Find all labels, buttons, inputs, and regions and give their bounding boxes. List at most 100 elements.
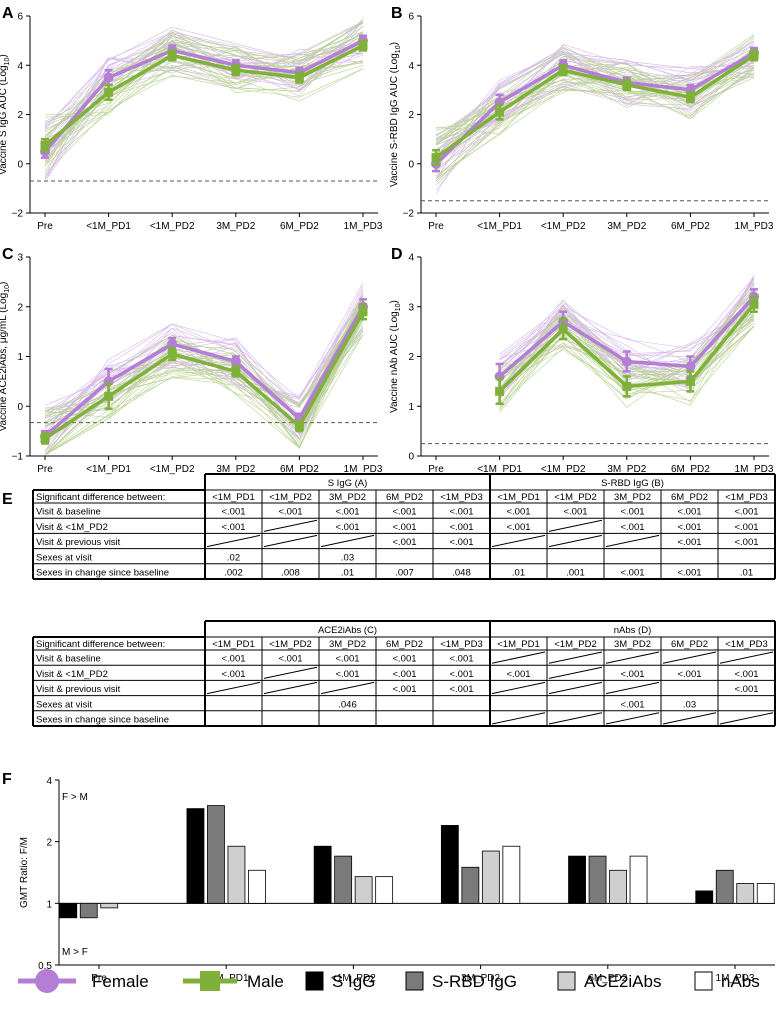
not-applicable-slash [605,651,660,664]
panel-e-tables: E S IgG (A) <1M_PD1 <1M_PD2 3M_PD2 6M_PD2 <1M_… [2,473,776,727]
bar-s-igg [440,825,459,904]
bar-ace2iabs [354,876,373,904]
table-row-label: Sexes in change since baseline [36,715,169,726]
not-applicable-slash [548,666,603,679]
mean-line-female [43,39,364,153]
p-value-cell: <.001 [620,568,644,579]
not-applicable-slash [320,534,375,548]
table-column-header: 3M_PD2 [329,639,366,650]
y-axis-title: Vaccine nAb AUC (Log10) [389,300,402,413]
bar-nabs [375,876,394,904]
data-point-female [230,356,241,367]
table-column-header: <1M_PD3 [440,639,483,650]
p-value-cell: <.001 [734,669,758,680]
individual-trajectories [44,282,364,456]
p-value-cell: <.001 [392,507,416,518]
table-column-header: <1M_PD3 [440,492,483,503]
not-applicable-slash [206,534,261,548]
individual-line [44,26,364,129]
legend-swatch [557,971,576,991]
not-applicable-slash [548,681,603,695]
y-tick-label: 0 [408,159,414,170]
x-tick-label: 3M_PD2 [607,464,646,475]
y-axis-title: Vaccine S IgG AUC (Log10) [0,54,11,174]
individual-line [44,36,364,141]
y-tick-label: 6 [17,12,23,23]
significance-table-1: S IgG (A) <1M_PD1 <1M_PD2 3M_PD2 6M_PD2 <1M_P… [32,473,776,580]
p-value-cell: .01 [740,568,753,579]
individual-line [435,47,755,150]
individual-line [44,18,364,144]
individual-line [435,46,755,166]
p-value-cell: <.001 [221,654,245,665]
p-value-cell: <.001 [620,507,644,518]
table-column-header: 6M_PD2 [386,639,423,650]
y-tick-label: −2 [403,209,415,220]
y-axis-title: Vaccine S-RBD IgG AUC (Log10) [389,42,402,187]
individual-line [44,22,364,136]
x-tick-label: 1M_PD3 [716,973,755,984]
x-tick-label: Pre [91,973,107,984]
individual-line [44,68,364,174]
bar-nabs [756,883,775,904]
p-value-cell: .03 [683,699,696,710]
p-value-cell: <.001 [392,654,416,665]
x-tick-label: <1M_PD1 [86,221,131,232]
not-applicable-slash [491,681,546,695]
line-panels: A −2 0 2 4 6 Pre <1M_PD1 <1M_PD2 3M_PD2 6M_PD2 1M_P… [0,5,774,475]
individual-line [435,48,755,180]
series-male [40,303,368,445]
y-tick-label: 1 [17,352,23,363]
not-applicable-slash [491,712,546,725]
data-point-male [231,366,241,376]
table-column-header: <1M_PD2 [269,492,312,503]
y-tick-label: 0 [17,159,23,170]
p-value-cell: <.001 [620,699,644,710]
not-applicable-slash [206,681,261,695]
table-column-header: <1M_PD3 [725,492,768,503]
individual-line [44,296,364,456]
data-point-male [294,73,304,83]
y-tick-label: 2 [17,302,23,313]
p-value-cell: <.001 [392,669,416,680]
legend-s-rbd-igg: S-RBD IgG [405,971,517,991]
p-value-cell: <.001 [278,654,302,665]
data-point-male [749,299,759,309]
bar-s-rbd-igg [461,866,480,904]
individual-line [44,20,364,160]
not-applicable-slash [662,651,717,664]
data-point-male [104,391,114,401]
not-applicable-slash [662,712,717,725]
legend-s-igg: S IgG [305,971,375,991]
individual-line [44,46,364,166]
bar-s-rbd-igg [334,855,353,904]
bar-s-igg [186,808,205,904]
individual-line [435,54,755,166]
panel-letter-a: A [2,5,14,22]
individual-line [44,31,364,129]
table-column-header: <1M_PD1 [212,492,255,503]
data-point-male [495,107,505,117]
not-applicable-slash [548,712,603,725]
individual-line [44,48,364,178]
y-tick-label: 1 [408,402,414,413]
x-tick-label: <1M_PD1 [477,464,522,475]
panel-f-bar-chart: F 0.5 1 2 4 GMT Ratio: F/M F > M M > F Pre <1M_PD… [2,771,775,984]
x-tick-label: 6M_PD2 [588,973,627,984]
not-applicable-slash [605,534,660,548]
p-value-cell: .048 [452,568,471,579]
y-tick-label: 4 [17,61,23,72]
panel-letter-f: F [2,771,12,788]
data-point-male [167,349,177,359]
bar-ace2iabs [609,869,627,904]
table-column-header: <1M_PD1 [212,639,255,650]
data-point-female [621,356,632,367]
x-tick-label: 6M_PD2 [671,221,710,232]
p-value-cell: <.001 [449,684,473,695]
bar-s-igg [313,845,332,904]
legend-swatch [694,971,713,991]
y-tick-label: 0 [17,402,23,413]
bar-nabs [248,869,266,904]
x-tick-label: 1M_PD3 [344,221,383,232]
p-value-cell: <.001 [449,669,473,680]
